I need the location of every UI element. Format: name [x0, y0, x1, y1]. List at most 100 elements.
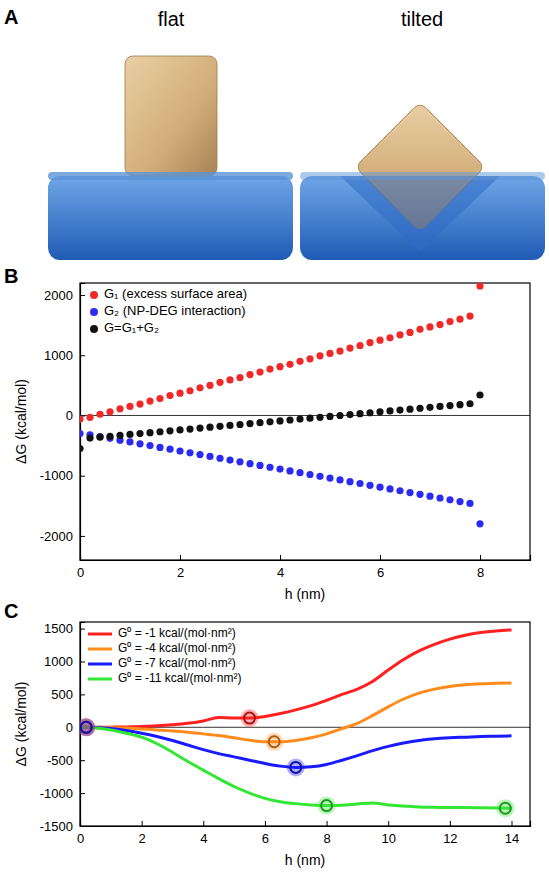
point	[276, 417, 283, 424]
point	[356, 342, 363, 349]
point	[466, 500, 473, 507]
x-tick-mark	[265, 821, 266, 826]
point	[366, 409, 373, 416]
point	[456, 498, 463, 505]
marked-point-glow	[80, 718, 95, 736]
legend-symbol	[88, 663, 112, 666]
x-tick-label: 14	[505, 831, 519, 846]
panel-a: flattilted	[48, 8, 545, 260]
y-tick: -1500	[40, 819, 85, 834]
point	[276, 465, 283, 472]
point	[256, 419, 263, 426]
marked-point	[265, 733, 283, 751]
y-tick-label: 2000	[44, 288, 73, 303]
y-tick-label: 500	[51, 687, 73, 702]
point	[396, 487, 403, 494]
point	[316, 473, 323, 480]
x-tick: 4	[277, 555, 284, 580]
x-tick: 4	[200, 821, 207, 846]
y-tick-label: 1000	[44, 348, 73, 363]
point	[426, 404, 433, 411]
y-tick-mark	[80, 629, 85, 630]
y-axis-title: ΔG (kcal/mol)	[13, 379, 29, 464]
y-tick-label: -500	[47, 753, 73, 768]
y-tick-label: -1000	[40, 468, 73, 483]
point	[416, 491, 423, 498]
point	[296, 358, 303, 365]
point	[346, 478, 353, 485]
x-axis-title: h (nm)	[285, 852, 325, 868]
x-tick: 8	[477, 555, 484, 580]
point	[216, 423, 223, 430]
x-tick-mark	[203, 821, 204, 826]
point	[436, 494, 443, 501]
x-axis-title: h (nm)	[285, 586, 325, 602]
point	[346, 344, 353, 351]
point	[80, 415, 84, 422]
chart-panel: 02468-2000-1000010002000h (nm)ΔG (kcal/m…	[13, 282, 531, 602]
x-tick: 6	[377, 555, 384, 580]
y-tick: -500	[47, 753, 85, 768]
point	[106, 433, 113, 440]
series-line	[80, 630, 512, 727]
series-line	[80, 727, 512, 808]
point	[336, 412, 343, 419]
point	[456, 316, 463, 323]
point	[456, 401, 463, 408]
legend-symbol	[88, 633, 112, 636]
y-tick-label: -1500	[40, 819, 73, 834]
point	[176, 426, 183, 433]
point	[366, 339, 373, 346]
plot-marks	[80, 630, 514, 817]
y-tick-mark	[80, 476, 85, 477]
y-tick-mark	[80, 760, 85, 761]
legend-label: G⁰ = -11 kcal/(mol·nm²)	[118, 671, 241, 685]
diagram-label: tilted	[401, 8, 443, 30]
x-tick-label: 10	[381, 831, 395, 846]
point	[306, 471, 313, 478]
point	[126, 438, 133, 445]
point	[246, 460, 253, 467]
liquid-surface	[48, 172, 293, 180]
x-tick-mark	[450, 821, 451, 826]
point	[186, 425, 193, 432]
point	[436, 403, 443, 410]
point	[166, 446, 173, 453]
y-axis: -1500-1000-500050010001500	[40, 621, 85, 833]
point	[386, 334, 393, 341]
plot-frame	[80, 622, 530, 826]
x-tick: 12	[443, 821, 457, 846]
point	[286, 416, 293, 423]
legend: G⁰ = -1 kcal/(mol·nm²)G⁰ = -4 kcal/(mol·…	[88, 626, 241, 685]
y-tick-label: 0	[66, 408, 73, 423]
point	[116, 405, 123, 412]
point	[476, 391, 483, 398]
point	[386, 407, 393, 414]
panel-letter: C	[4, 600, 18, 622]
y-tick: 1000	[44, 654, 85, 669]
point	[80, 430, 84, 437]
x-tick-label: 4	[277, 565, 284, 580]
point	[246, 420, 253, 427]
y-tick-label: 1000	[44, 654, 73, 669]
point	[326, 413, 333, 420]
point	[116, 432, 123, 439]
point	[266, 366, 273, 373]
point	[86, 434, 93, 441]
series	[80, 430, 484, 528]
point	[226, 376, 233, 383]
legend-label: G₂ (NP-DEG interaction)	[104, 303, 246, 318]
point	[306, 415, 313, 422]
x-tick-mark	[388, 821, 389, 826]
point	[356, 480, 363, 487]
x-tick-mark	[180, 555, 181, 560]
point	[396, 331, 403, 338]
point	[306, 355, 313, 362]
point	[416, 326, 423, 333]
marked-point	[287, 758, 305, 776]
legend-label: G=G₁+G₂	[104, 320, 159, 335]
point	[80, 445, 84, 452]
y-tick-mark	[80, 536, 85, 537]
point	[96, 434, 103, 441]
point	[356, 410, 363, 417]
